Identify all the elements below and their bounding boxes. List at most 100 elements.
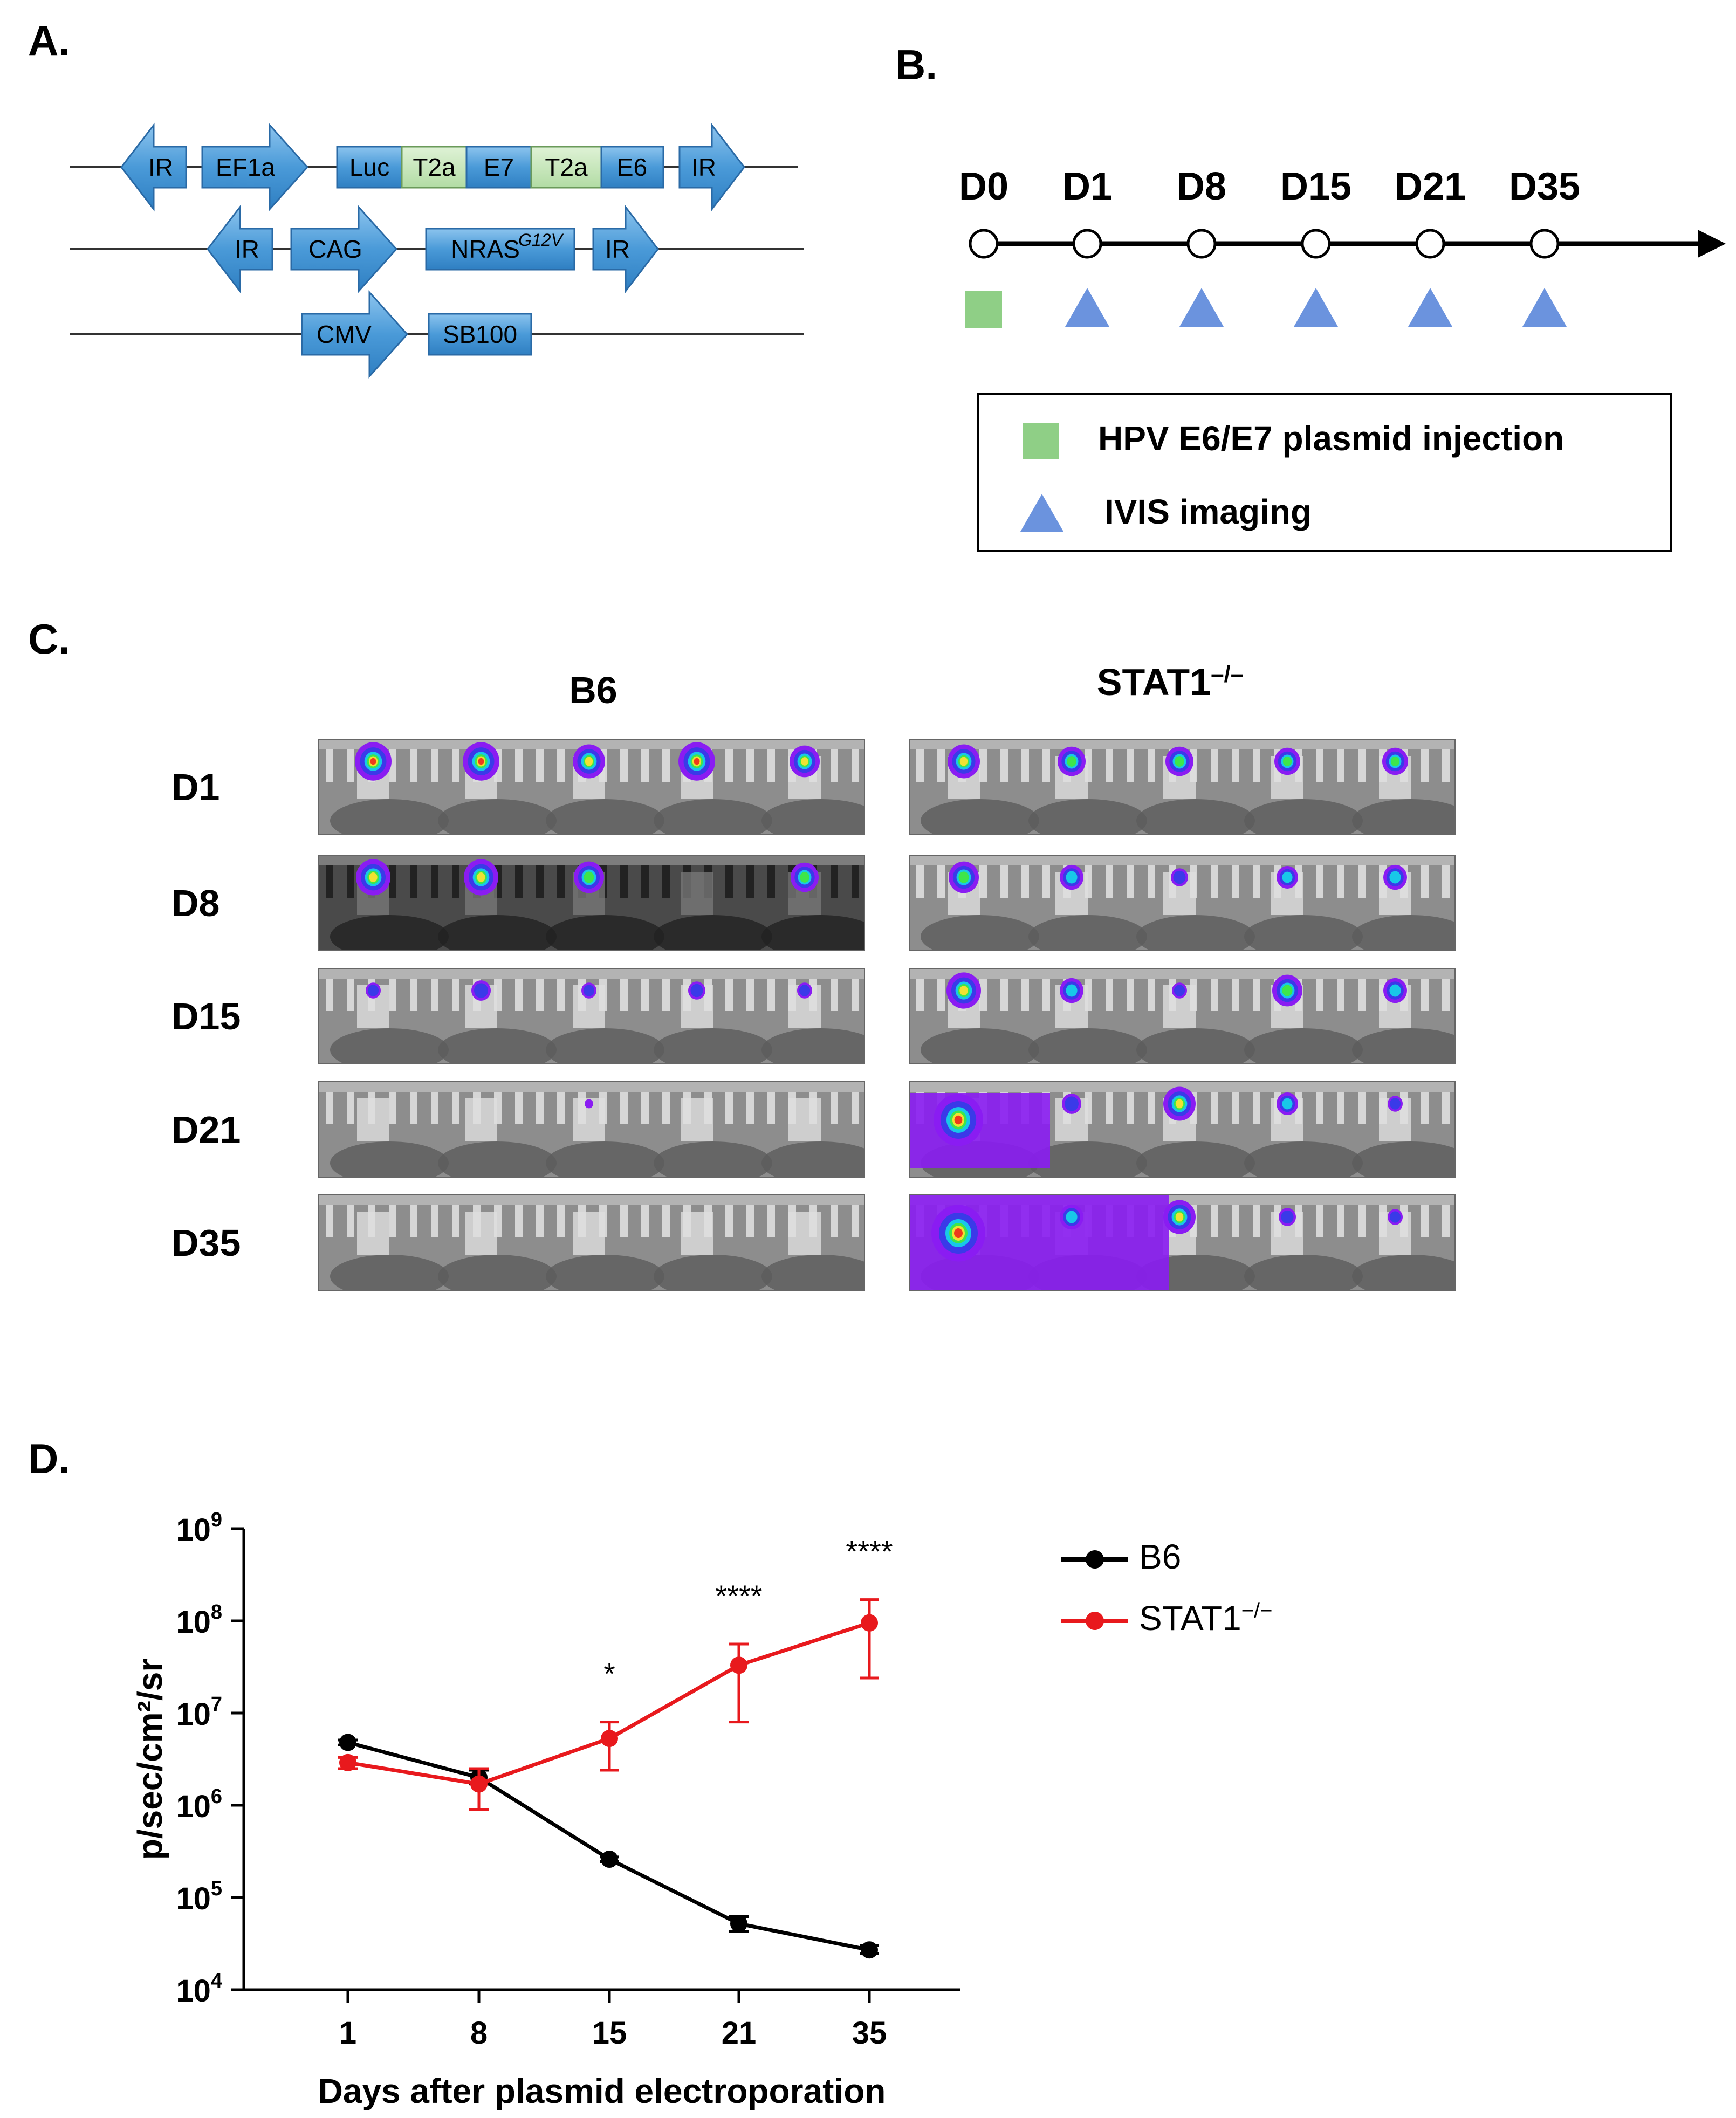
timeline-day-label-d21: D21 xyxy=(1395,165,1466,208)
signal-hotspot-b6-d15-3 xyxy=(581,982,596,999)
significance-marker: * xyxy=(603,1657,615,1691)
construct-2-nras-superscript: G12V xyxy=(518,230,564,250)
ivis-image-b6-d1 xyxy=(318,739,865,835)
y-tick-label: 109 xyxy=(176,1509,222,1548)
column-label-stat1: STAT1–/– xyxy=(1057,661,1284,704)
y-tick-label: 105 xyxy=(176,1878,222,1916)
construct-1-orf-block: Luc T2a E7 T2a E6 xyxy=(336,146,664,189)
ivis-image-b6-d35 xyxy=(318,1194,865,1291)
timeline-node-d8 xyxy=(1186,229,1217,259)
construct-2-nras-block: NRAS G12V xyxy=(425,228,575,271)
panel-label-d: D. xyxy=(28,1435,70,1482)
signal-hotspot-stat1-d15-1 xyxy=(946,972,981,1009)
timeline-day-label-d35: D35 xyxy=(1509,165,1580,208)
signal-hotspot-stat1-d8-3 xyxy=(1171,868,1188,886)
data-point xyxy=(730,1915,747,1933)
data-point xyxy=(470,1775,488,1793)
construct-1-e6-label: E6 xyxy=(617,153,647,181)
series-stat1 xyxy=(338,1598,879,1811)
signal-hotspot-b6-d1-3 xyxy=(573,744,605,779)
signal-hotspot-stat1-d15-2 xyxy=(1060,978,1083,1003)
signal-hotspot-b6-d15-5 xyxy=(797,982,812,999)
construct-1-luc-label: Luc xyxy=(349,153,389,181)
x-tick-label: 21 xyxy=(722,2016,757,2051)
imaging-marker-d35 xyxy=(1522,288,1567,327)
timeline-day-label-d8: D8 xyxy=(1177,165,1226,208)
signal-hotspot-stat1-d21-5 xyxy=(1388,1096,1403,1112)
data-point xyxy=(730,1656,747,1674)
column-label-b6: B6 xyxy=(569,669,617,711)
timeline-diagram: D0 D1 D8 D15 D21 D35 xyxy=(959,165,1726,328)
signal-hotspot-b6-d15-4 xyxy=(688,981,705,1000)
construct-1-ef1a-label: EF1a xyxy=(216,153,275,181)
y-tick-label: 106 xyxy=(176,1785,222,1824)
data-point xyxy=(601,1730,618,1748)
construct-1-ir-right-arrow: IR xyxy=(678,122,745,212)
timeline-day-label-d0: D0 xyxy=(959,165,1008,208)
signal-hotspot-stat1-d15-5 xyxy=(1383,978,1407,1003)
signal-hotspot-b6-d1-4 xyxy=(678,742,715,781)
construct-2-ir-right-label: IR xyxy=(605,235,630,263)
imaging-marker-d8 xyxy=(1179,288,1224,327)
legend-injection-label: HPV E6/E7 plasmid injection xyxy=(1098,419,1565,458)
blue-triangle-icon xyxy=(1020,494,1063,532)
ivis-image-stat1-d15 xyxy=(909,968,1456,1064)
construct-1-ef1a-arrow: EF1a xyxy=(201,123,309,211)
x-axis-label: Days after plasmid electroporation xyxy=(318,2072,886,2110)
timeline-node-d1 xyxy=(1072,229,1102,259)
signal-hotspot-stat1-d21-4 xyxy=(1277,1092,1298,1115)
column-label-stat1-sup: –/– xyxy=(1211,661,1244,687)
construct-2-ir-left-label: IR xyxy=(235,235,259,263)
timeline-day-label-d15: D15 xyxy=(1280,165,1351,208)
row-label-d15: D15 xyxy=(171,995,241,1037)
construct-3-sb100-block: SB100 xyxy=(428,313,532,356)
y-axis-label: p/sec/cm²/sr xyxy=(131,1659,169,1860)
signal-hotspot-stat1-d35-4 xyxy=(1279,1208,1296,1226)
legend-stat1-label: STAT1−/− xyxy=(1139,1598,1273,1638)
construct-1-ir-left-arrow: IR xyxy=(120,122,187,212)
timeline-node-d35 xyxy=(1529,229,1560,259)
significance-marker: **** xyxy=(846,1535,893,1569)
signal-hotspot-b6-d8-5 xyxy=(791,862,819,892)
signal-hotspot-stat1-d8-2 xyxy=(1060,864,1083,890)
data-point xyxy=(861,1941,878,1959)
signal-hotspot-stat1-d1-4 xyxy=(1274,747,1300,775)
signal-hotspot-stat1-d1-5 xyxy=(1382,747,1408,775)
signal-hotspot-stat1-d21-1 xyxy=(934,1094,983,1146)
timeline-node-d15 xyxy=(1301,229,1331,259)
y-tick-label: 104 xyxy=(176,1970,222,2009)
row-label-d1: D1 xyxy=(171,766,220,808)
signal-hotspot-stat1-d35-2 xyxy=(1060,1204,1083,1230)
construct-3-cmv-label: CMV xyxy=(317,320,372,348)
signal-hotspot-stat1-d8-5 xyxy=(1383,864,1407,890)
panel-label-c: C. xyxy=(28,615,70,663)
significance-marker: **** xyxy=(715,1579,762,1613)
legend-stat1-sup: −/− xyxy=(1241,1599,1273,1623)
x-tick-label: 1 xyxy=(339,2016,356,2051)
signal-hotspot-b6-d1-1 xyxy=(355,742,392,781)
signal-hotspot-b6-d1-5 xyxy=(790,745,820,778)
construct-2-cag-arrow: CAG xyxy=(290,205,398,293)
injection-marker xyxy=(965,291,1002,328)
legend-stat1-text: STAT1 xyxy=(1139,1599,1241,1638)
signal-hotspot-stat1-d35-1 xyxy=(931,1205,985,1262)
x-tick-label: 35 xyxy=(852,2016,887,2051)
signal-hotspot-stat1-d35-3 xyxy=(1163,1200,1196,1234)
construct-2-nras-label: NRAS xyxy=(451,235,520,263)
luminescence-chart: 104 105 106 107 108 109 1 8 15 21 35 Days after pla… xyxy=(131,1509,960,2110)
ivis-image-b6-d15 xyxy=(318,968,865,1064)
legend-imaging-label: IVIS imaging xyxy=(1104,492,1312,531)
data-point xyxy=(861,1614,878,1632)
x-tick-label: 8 xyxy=(470,2016,488,2051)
signal-hotspot-stat1-d21-2 xyxy=(1062,1094,1081,1114)
ivis-image-b6-d8 xyxy=(318,855,865,951)
signal-hotspot-b6-d15-1 xyxy=(366,982,381,999)
signal-hotspot-b6-d8-3 xyxy=(574,861,604,893)
signal-hotspot-stat1-d15-4 xyxy=(1272,974,1302,1007)
signal-hotspot-b6-d8-2 xyxy=(464,859,498,896)
construct-2-ir-right-arrow: IR xyxy=(592,204,659,294)
imaging-marker-d15 xyxy=(1294,288,1338,327)
green-square-icon xyxy=(1023,423,1059,459)
x-tick-label: 15 xyxy=(592,2016,627,2051)
legend-b6-marker xyxy=(1061,1550,1128,1569)
